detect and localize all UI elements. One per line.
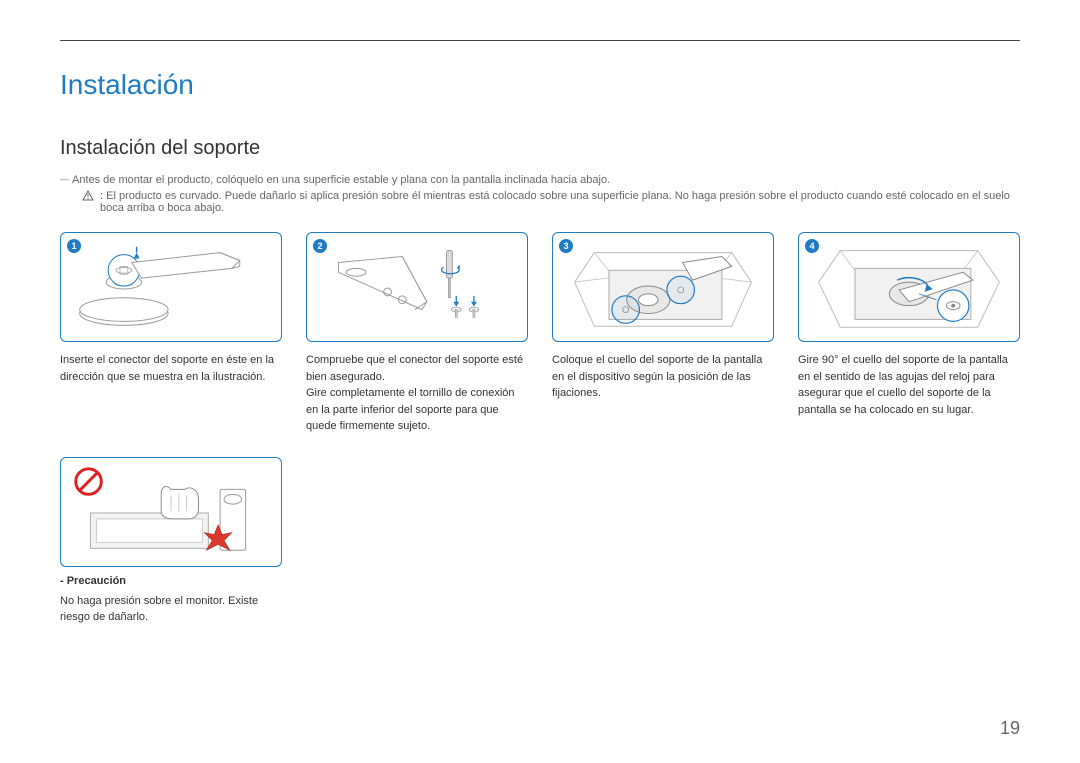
step-4: 4 Gire 90° el cuello del [798, 232, 1020, 435]
page-subtitle: Instalación del soporte [60, 137, 1020, 160]
step-3-diagram [553, 233, 773, 341]
step-3: 3 Coloque el cuello del [552, 232, 774, 435]
step-1-caption: Inserte el conector del soporte en éste … [60, 352, 282, 385]
step-3-number: 3 [559, 239, 573, 253]
step-4-figure: 4 [798, 232, 1020, 342]
step-1-number: 1 [67, 239, 81, 253]
step-1: 1 Inserte el conector del soporte [60, 232, 282, 435]
page-number: 19 [1000, 718, 1020, 739]
caution-figure [60, 457, 282, 567]
page-title: Instalación [60, 69, 1020, 101]
step-2-diagram [307, 233, 527, 341]
step-2-caption: Compruebe que el conector del soporte es… [306, 352, 528, 435]
caution-block: - Precaución No haga presión sobre el mo… [60, 457, 282, 626]
step-2: 2 [306, 232, 528, 435]
step-3-caption: Coloque el cuello del soporte de la pant… [552, 352, 774, 402]
top-divider [60, 40, 1020, 41]
pre-note: Antes de montar el producto, colóquelo e… [60, 174, 1020, 186]
step-4-caption: Gire 90° el cuello del soporte de la pan… [798, 352, 1020, 418]
step-4-number: 4 [805, 239, 819, 253]
step-2-figure: 2 [306, 232, 528, 342]
step-2-number: 2 [313, 239, 327, 253]
steps-row: 1 Inserte el conector del soporte [60, 232, 1020, 435]
warning-icon [82, 190, 94, 205]
step-3-figure: 3 [552, 232, 774, 342]
warning-text: : El producto es curvado. Puede dañarlo … [100, 190, 1020, 214]
step-1-figure: 1 [60, 232, 282, 342]
caution-diagram [61, 458, 281, 566]
step-4-diagram [799, 233, 1019, 341]
step-1-diagram [61, 233, 281, 341]
caution-row: - Precaución No haga presión sobre el mo… [60, 457, 1020, 626]
warning-line: : El producto es curvado. Puede dañarlo … [60, 190, 1020, 214]
caution-label: - Precaución [60, 575, 282, 587]
caution-text: No haga presión sobre el monitor. Existe… [60, 593, 282, 626]
